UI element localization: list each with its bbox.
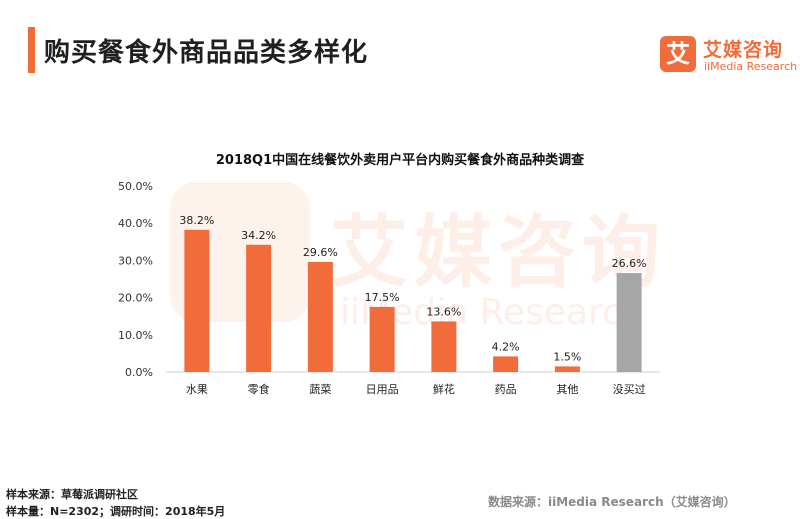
bar — [431, 321, 457, 372]
y-tick-label: 0.0% — [125, 366, 153, 379]
bar — [616, 273, 642, 372]
x-tick-label: 没买过 — [613, 383, 646, 396]
data-label: 13.6% — [426, 305, 461, 318]
y-tick-label: 10.0% — [118, 329, 153, 342]
title-accent-bar — [28, 27, 35, 73]
x-tick-label: 水果 — [186, 383, 208, 396]
x-tick-label: 零食 — [248, 382, 270, 396]
bar — [554, 366, 580, 372]
logo-name-cn: 艾媒咨询 — [703, 39, 784, 61]
x-tick-label: 蔬菜 — [309, 383, 331, 396]
sample-size: 样本量：N=2302；调研时间：2018年5月 — [6, 505, 226, 518]
y-tick-label: 20.0% — [118, 292, 153, 305]
data-label: 17.5% — [365, 291, 400, 304]
bar — [369, 306, 395, 372]
logo-badge-icon: 艾 — [660, 36, 696, 72]
logo-name-en: iiMedia Research — [704, 60, 798, 73]
data-label: 4.2% — [492, 340, 520, 353]
brand-logo: 艾 艾媒咨询 iiMedia Research — [660, 36, 797, 76]
y-tick-label: 50.0% — [118, 180, 153, 193]
x-tick-label: 鲜花 — [433, 382, 455, 396]
x-tick-label: 日用品 — [366, 383, 399, 396]
y-tick-label: 40.0% — [118, 217, 153, 230]
x-tick-label: 其他 — [556, 383, 578, 396]
data-label: 29.6% — [303, 246, 338, 259]
y-tick-label: 30.0% — [118, 254, 153, 267]
data-source: 数据来源：iiMedia Research（艾媒咨询） — [488, 495, 736, 509]
bar — [246, 244, 272, 372]
sample-source: 样本来源：草莓派调研社区 — [6, 488, 138, 501]
page-title: 购买餐食外商品品类多样化 — [44, 38, 369, 68]
data-label: 34.2% — [241, 229, 276, 242]
data-label: 38.2% — [179, 214, 214, 227]
data-label: 26.6% — [612, 257, 647, 270]
x-tick-label: 药品 — [495, 383, 517, 396]
bar — [184, 229, 210, 372]
bar — [493, 356, 519, 372]
data-label: 1.5% — [553, 350, 581, 363]
bar — [307, 261, 333, 372]
chart-title: 2018Q1中国在线餐饮外卖用户平台内购买餐食外商品种类调查 — [215, 153, 585, 168]
